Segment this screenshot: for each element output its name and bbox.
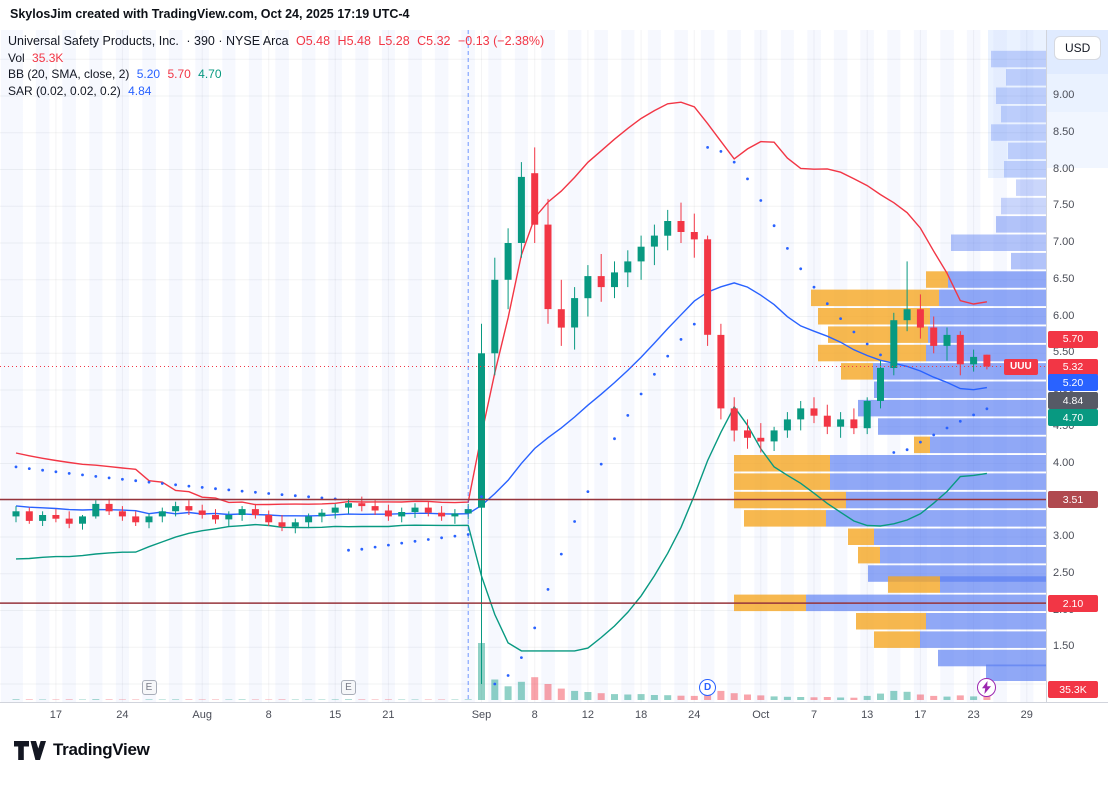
time-label-18: 18 (634, 709, 648, 721)
volume-badge: 35.3K (1048, 681, 1098, 698)
time-label-Aug: Aug (192, 709, 212, 721)
time-label-Sep: Sep (471, 709, 492, 721)
chart-area[interactable]: Universal Safety Products, Inc. · 390 · … (0, 30, 1046, 702)
volume-value: 35.3K (32, 50, 64, 65)
attribution-text: SkylosJim created with TradingView.com, … (10, 7, 410, 21)
dividend-marker[interactable]: D (699, 679, 717, 696)
time-label-8: 8 (265, 709, 272, 721)
price-label-7.00: 7.00 (1053, 236, 1075, 248)
bb-basis-badge: 5.20 (1048, 374, 1098, 391)
price-label-6.50: 6.50 (1053, 272, 1075, 285)
currency-button[interactable]: USD (1054, 36, 1102, 60)
time-label-21: 21 (382, 709, 395, 721)
time-axis[interactable]: 17 24 Aug 8 15 21 Sep 8 12 18 24 Oct 7 13 17 23 29 (0, 702, 1108, 729)
profile-extension-shading (1047, 74, 1108, 112)
bollinger-lower-value: 4.70 (198, 67, 222, 81)
sar-badge: 4.84 (1048, 392, 1098, 409)
earnings-marker[interactable]: E (341, 680, 356, 695)
chart-legend: Universal Safety Products, Inc. · 390 · … (8, 33, 548, 99)
hline-210-badge: 2.10 (1048, 595, 1098, 613)
symbol-title: Universal Safety Products, Inc. (8, 34, 179, 48)
ohlc-high: H5.48 (337, 34, 371, 48)
profile-extension-shading (1047, 112, 1108, 168)
tradingview-logo-text: TradingView (53, 740, 150, 759)
bollinger-upper-value: 5.70 (167, 67, 191, 81)
time-label-7: 7 (810, 709, 818, 721)
price-change: −0.13 (−2.38%) (458, 34, 545, 48)
hline-351-badge: 3.51 (1048, 491, 1098, 509)
time-label-29: 29 (1020, 709, 1033, 721)
symbol-legend-row[interactable]: Universal Safety Products, Inc. · 390 · … (8, 33, 548, 50)
price-label-2.50: 2.50 (1053, 566, 1075, 579)
time-label-Oct: Oct (752, 709, 770, 721)
chart-canvas[interactable] (0, 30, 1046, 702)
sar-label: SAR (0.02, 0.02, 0.2) (8, 83, 121, 98)
ohlc-open: O5.48 (296, 34, 331, 48)
tradingview-logo[interactable]: TradingView (14, 740, 150, 760)
bollinger-label: BB (20, SMA, close, 2) (8, 67, 130, 81)
symbol-price-tag: UUU (1004, 358, 1038, 375)
price-label-6.00: 6.00 (1053, 309, 1075, 322)
tradingview-logo-icon (14, 740, 46, 760)
price-axis[interactable]: USD 9.008.508.007.507.006.506.005.505.00… (1046, 30, 1108, 702)
price-label-4.00: 4.00 (1053, 456, 1075, 469)
bollinger-basis-value: 5.20 (136, 67, 161, 81)
time-label-24: 24 (688, 709, 701, 721)
price-label-8.50: 8.50 (1053, 125, 1075, 138)
lightning-icon (982, 681, 992, 694)
time-label-13: 13 (861, 709, 874, 721)
time-label-24: 24 (116, 709, 129, 721)
time-label-17: 17 (914, 709, 927, 721)
ohlc-close: C5.32 (417, 34, 451, 48)
event-marker[interactable] (977, 678, 997, 697)
price-label-5.50: 5.50 (1053, 346, 1075, 359)
price-label-1.50: 1.50 (1053, 640, 1075, 653)
time-label-8: 8 (531, 709, 538, 721)
symbol-subtitle: · 390 · NYSE Arca (186, 34, 289, 48)
bb-lower-badge: 4.70 (1048, 409, 1098, 426)
earnings-marker[interactable]: E (141, 680, 157, 695)
time-label-15: 15 (329, 709, 342, 721)
price-label-3.00: 3.00 (1053, 530, 1075, 542)
time-label-23: 23 (967, 709, 980, 721)
volume-label: Vol (8, 50, 25, 65)
sar-value: 4.84 (128, 83, 152, 98)
price-label-7.50: 7.50 (1053, 199, 1075, 212)
price-label-9.00: 9.00 (1053, 89, 1075, 101)
price-label-8.00: 8.00 (1053, 162, 1075, 175)
bb-upper-badge: 5.70 (1048, 330, 1098, 348)
last-price-badge: 5.32 (1048, 358, 1098, 376)
time-label-12: 12 (581, 709, 595, 721)
volume-legend-row[interactable]: Vol 35.3K (8, 50, 548, 67)
time-label-17: 17 (49, 709, 63, 721)
sar-legend-row[interactable]: SAR (0.02, 0.02, 0.2) 4.84 (8, 83, 548, 100)
ohlc-low: L5.28 (378, 34, 410, 48)
bollinger-legend-row[interactable]: BB (20, SMA, close, 2) 5.20 5.70 4.70 (8, 66, 548, 83)
